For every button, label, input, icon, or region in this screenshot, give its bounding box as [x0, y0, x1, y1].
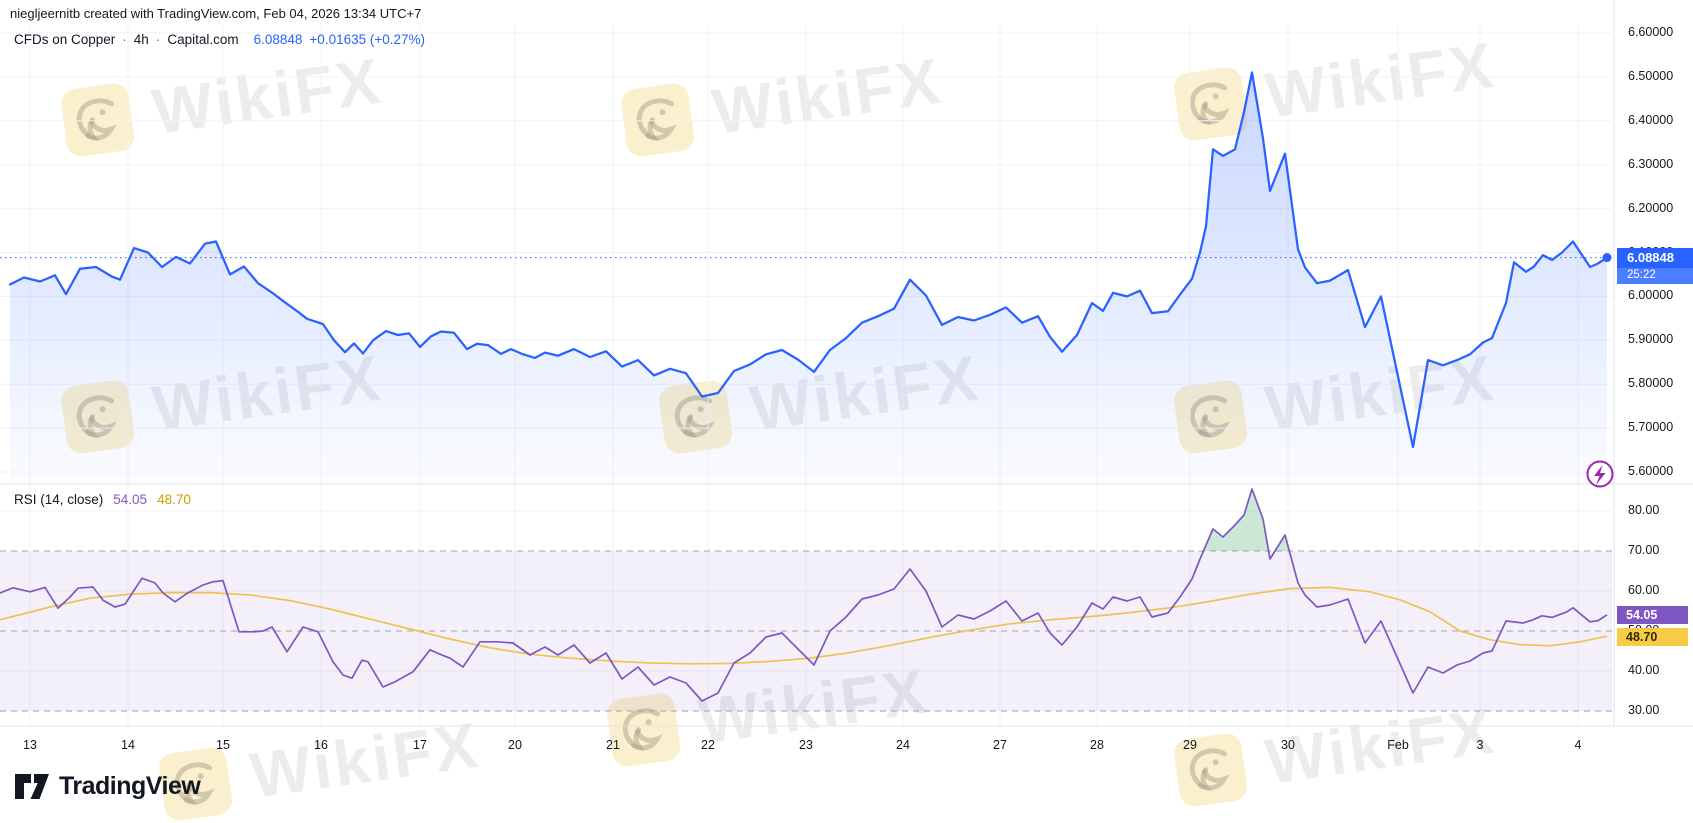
price-axis-tick: 5.70000	[1628, 420, 1674, 435]
rsi-pane	[0, 488, 1612, 712]
legend-separator: ·	[122, 32, 127, 47]
rsi-axis-tick: 80.00	[1628, 503, 1660, 517]
interval-label[interactable]: 4h	[133, 32, 149, 47]
price-axis-tick: 5.60000	[1628, 464, 1674, 478]
price-area-fill	[10, 72, 1607, 484]
rsi-value-label: 54.05	[1617, 606, 1688, 624]
legend-change: +0.01635 (+0.27%)	[309, 32, 426, 47]
rsi-axis-tick: 70.00	[1628, 543, 1660, 557]
time-axis-tick: 17	[413, 738, 427, 752]
price-axis-tick: 6.50000	[1628, 68, 1674, 83]
rsi-line	[0, 488, 1608, 702]
price-axis-tick: 6.00000	[1628, 288, 1674, 303]
price-pane	[0, 71, 1612, 484]
time-axis-tick: 23	[799, 738, 813, 752]
tradingview-logo-text: TradingView	[59, 772, 201, 800]
rsi-overbought-fill	[1203, 489, 1269, 551]
time-axis-tick: Feb	[1387, 738, 1409, 752]
tradingview-logo[interactable]: TradingView	[14, 772, 201, 801]
current-price-label: 6.08848 25:22	[1617, 248, 1693, 284]
wikifx-logo-icon	[621, 83, 695, 157]
time-axis-tick: 30	[1281, 738, 1295, 752]
pane-borders	[0, 0, 1693, 727]
price-line	[8, 71, 1609, 449]
wikifx-watermark: WikiFX	[603, 653, 933, 771]
wikifx-logo-icon	[607, 693, 681, 767]
rsi-ma-line	[0, 586, 1608, 665]
wikifx-watermark: WikiFX	[155, 707, 485, 823]
time-axis-tick: 16	[314, 738, 328, 752]
rsi-ma-value-label: 48.70	[1617, 628, 1688, 646]
wikifx-watermark: WikiFX	[617, 43, 947, 161]
rsi-axis-tick: 60.00	[1628, 583, 1660, 597]
time-axis-tick: 15	[216, 738, 230, 752]
rsi-legend-value: 54.05	[113, 492, 148, 507]
wikifx-logo-icon	[159, 747, 233, 821]
wikifx-watermark: WikiFX	[57, 43, 387, 161]
bar-countdown: 25:22	[1617, 268, 1693, 284]
symbol-name: CFDs on Copper	[14, 32, 116, 47]
attribution-text: niegljeernitb created with TradingView.c…	[10, 6, 422, 21]
time-axis-tick: 29	[1183, 738, 1197, 752]
rsi-axis-tick: 30.00	[1628, 703, 1660, 717]
time-axis-tick: 14	[121, 738, 135, 752]
time-axis-tick: 4	[1574, 738, 1582, 752]
legend-last-price: 6.08848	[253, 32, 303, 47]
rsi-axis-tick: 40.00	[1628, 663, 1660, 677]
time-axis-tick: 3	[1476, 738, 1484, 752]
wikifx-watermark: WikiFX	[1170, 693, 1500, 811]
last-price-dot	[1602, 253, 1612, 263]
price-axis-tick: 6.40000	[1628, 112, 1674, 127]
lightning-icon-bolt	[1594, 465, 1606, 485]
time-axis-tick: 24	[896, 738, 910, 752]
legend-separator: ·	[155, 32, 161, 47]
current-price-value: 6.08848	[1617, 248, 1693, 268]
time-axis-tick: 21	[606, 738, 620, 752]
rsi-ma-legend-value: 48.70	[157, 492, 191, 507]
time-axis-tick: 22	[701, 738, 715, 752]
wikifx-logo-icon	[61, 83, 135, 157]
wikifx-watermark: WikiFX	[1170, 27, 1500, 145]
price-axis-tick: 6.60000	[1628, 25, 1674, 39]
lightning-icon[interactable]	[1586, 460, 1614, 488]
time-axis-tick: 20	[508, 738, 522, 752]
exchange-label: Capital.com	[167, 32, 239, 47]
rsi-legend-title: RSI (14, close)	[14, 492, 104, 507]
price-axis-tick: 5.80000	[1628, 376, 1674, 391]
wikifx-logo-icon	[1174, 67, 1248, 141]
time-axis-tick: 13	[23, 738, 37, 752]
price-axis-tick: 6.20000	[1628, 200, 1674, 215]
wikifx-logo-icon	[1174, 733, 1248, 807]
rsi-legend[interactable]: RSI (14, close) 54.05 48.70	[14, 492, 191, 507]
time-axis-tick: 27	[993, 738, 1007, 752]
symbol-legend[interactable]: CFDs on Copper · 4h · Capital.com 6.0884…	[14, 32, 425, 47]
tradingview-logo-icon	[15, 774, 49, 799]
price-axis-tick: 6.30000	[1628, 156, 1674, 171]
time-axis-tick: 28	[1090, 738, 1104, 752]
price-axis-tick: 5.90000	[1628, 332, 1674, 347]
